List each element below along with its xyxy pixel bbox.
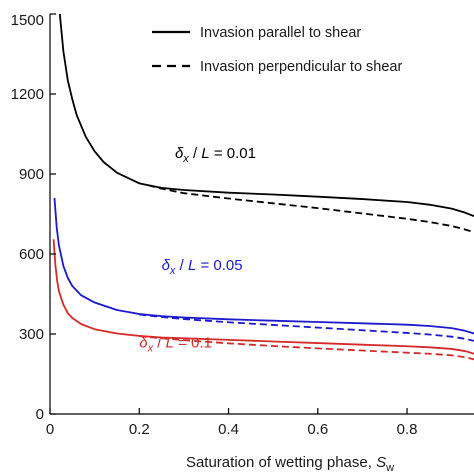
- y-tick-label: 0: [36, 406, 44, 423]
- series-line-0_1-solid: [52, 239, 474, 355]
- series-line-0_01-dashed: [147, 184, 474, 233]
- y-tick-label: 600: [19, 246, 44, 263]
- x-tick-label: 0.2: [129, 421, 150, 438]
- annotation-1: δx / L = 0.05: [162, 257, 243, 277]
- x-tick-label: 0: [46, 421, 54, 438]
- y-tick-label: 1500: [11, 12, 44, 29]
- series-line-0_1-dashed: [139, 335, 474, 361]
- legend-label-solid: Invasion parallel to shear: [200, 25, 361, 41]
- series-layer: [52, 13, 474, 361]
- annotation-2: δx / L = 0.1: [139, 334, 212, 354]
- series-line-0_01-solid: [58, 13, 474, 217]
- annotations: δx / L = 0.01 δx / L = 0.05 δx / L = 0.1: [139, 145, 256, 354]
- x-axis-title-main: Saturation of wetting phase,: [186, 454, 376, 471]
- x-axis-title: Saturation of wetting phase, Sw: [186, 454, 394, 474]
- x-axis-title-subscript: w: [385, 462, 394, 474]
- x-axis-title-symbol: S: [376, 454, 386, 471]
- y-tick-label: 900: [19, 166, 44, 183]
- legend: Invasion parallel to shear Invasion perp…: [152, 25, 402, 75]
- x-tick-label: 0.4: [218, 421, 239, 438]
- series-line-0_05-dashed: [139, 313, 474, 342]
- series-line-0_05-solid: [53, 197, 474, 335]
- x-tick-label: 0.8: [397, 421, 418, 438]
- annotation-0: δx / L = 0.01: [175, 145, 256, 165]
- legend-label-dashed: Invasion perpendicular to shear: [200, 59, 402, 75]
- plot-frame: [49, 14, 474, 415]
- y-tick-label: 1200: [11, 86, 44, 103]
- y-tick-label: 300: [19, 326, 44, 343]
- x-axis-ticks: 0 0.2 0.4 0.6 0.8: [46, 408, 418, 438]
- x-tick-label: 0.6: [307, 421, 328, 438]
- y-axis-ticks: 0 300 600 900 1200 1500: [11, 12, 56, 423]
